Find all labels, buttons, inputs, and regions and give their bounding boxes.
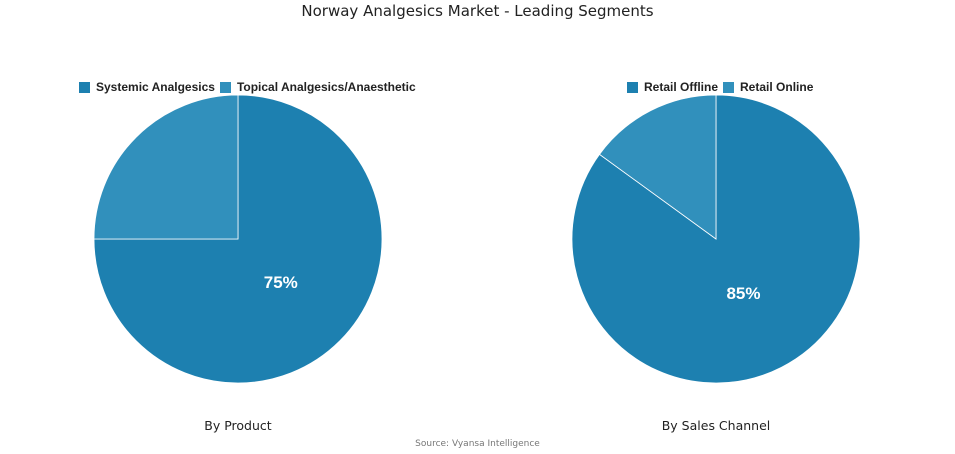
pie-slice-topical-analgesics-anaesthetic: [93, 94, 239, 240]
pie-data-label: 75%: [264, 273, 298, 292]
legend-item-retail-online: Retail Online: [723, 80, 813, 94]
legend-label: Topical Analgesics/Anaesthetic: [236, 80, 416, 94]
source-note: Source: Vyansa Intelligence: [415, 439, 540, 449]
legend-product: Systemic Analgesics Topical Analgesics/A…: [79, 80, 421, 94]
legend-item-topical-analgesics: Topical Analgesics/Anaesthetic: [219, 80, 416, 94]
legend-label: Retail Online: [740, 80, 814, 94]
pie-slice-retail-online: [598, 94, 717, 240]
legend-item-systemic-analgesics: Systemic Analgesics: [79, 80, 215, 94]
pie-caption-sales-channel: By Sales Channel: [661, 418, 771, 433]
legend-swatch: [723, 81, 735, 93]
legend-label: Retail Offline: [644, 80, 719, 94]
legend-label: Systemic Analgesics: [96, 80, 215, 94]
chart-title: Norway Analgesics Market - Leading Segme…: [301, 2, 654, 20]
pie-caption-product: By Product: [204, 418, 272, 433]
legend-swatch: [79, 81, 90, 93]
legend-item-retail-offline: Retail Offline: [627, 80, 718, 94]
legend-swatch: [219, 81, 231, 93]
legend-sales-channel: Retail Offline Retail Online: [627, 80, 818, 94]
legend-swatch: [627, 81, 638, 93]
pie-slice-systemic-analgesics: [93, 94, 383, 384]
pie-data-label: 85%: [726, 284, 760, 303]
pie-slice-retail-offline: [571, 94, 861, 384]
